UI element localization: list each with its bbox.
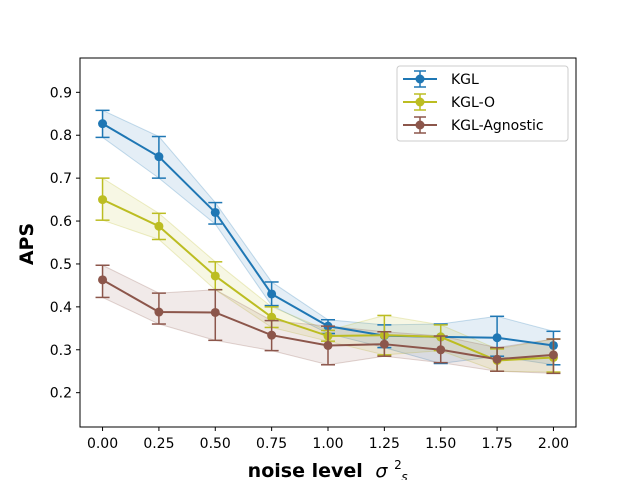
x-tick-label: 0.75 [256,436,287,452]
legend-marker [415,97,425,107]
y-tick-label: 0.4 [50,300,72,316]
x-tick-label: 2.00 [538,436,569,452]
legend: KGL KGL-O KGL-Agnostic [396,65,569,142]
series-kgl-agnostic [95,264,561,375]
point-kgl-o [267,312,277,322]
legend-item-kgl-agnostic: KGL-Agnostic [403,116,544,134]
legend-label: KGL-Agnostic [451,118,544,134]
point-kgl-o [210,271,220,281]
legend-label: KGL-O [451,95,495,111]
x-tick-label: 0.50 [200,436,231,452]
x-axis-label-superscript: 2 [394,458,402,472]
y-tick-label: 0.6 [50,214,72,230]
legend-marker [415,74,425,84]
point-kgl-o [98,195,108,205]
point-kgl-agnostic [548,350,558,360]
y-tick-label: 0.7 [50,171,72,187]
x-axis-label: noise level σ 2 s [248,452,409,480]
point-kgl-agnostic [210,307,220,317]
point-kgl-agnostic [267,330,277,340]
plot-frame [79,57,577,428]
legend-item-kgl: KGL [403,70,479,88]
x-tick-label: 1.50 [425,436,456,452]
point-kgl [154,152,164,162]
x-tick-label: 1.75 [482,436,513,452]
series-layer [95,109,561,375]
x-tick-label: 0.25 [143,436,174,452]
point-kgl-o [154,221,164,231]
legend-label: KGL [451,72,479,88]
y-tick-label: 0.5 [50,257,72,273]
point-kgl-agnostic [492,354,502,364]
x-tick-label: 1.00 [312,436,343,452]
x-axis-label-symbol: σ [375,460,388,480]
point-kgl-agnostic [379,339,389,349]
legend-box [396,65,569,142]
point-kgl-agnostic [154,307,164,317]
point-kgl-agnostic [323,340,333,350]
y-tick-label: 0.9 [50,85,72,101]
x-tick-label: 0.00 [87,436,118,452]
point-kgl [210,207,220,217]
point-kgl-agnostic [436,345,446,355]
y-axis-label: APS [16,223,38,265]
axis-ticks: 0.00 0.25 0.50 0.75 1.00 1.25 1.50 1.75 2.00 0.2 0… [50,85,569,452]
x-axis-label-text: noise level [248,460,363,480]
point-kgl [492,333,502,343]
y-tick-label: 0.2 [50,386,72,402]
legend-item-kgl-o: KGL-O [403,93,495,111]
point-kgl [267,289,277,299]
x-tick-label: 1.25 [369,436,400,452]
point-kgl-agnostic [98,275,108,285]
point-kgl [98,119,108,129]
y-tick-label: 0.3 [50,343,72,359]
legend-marker [415,120,425,130]
y-tick-label: 0.8 [50,128,72,144]
x-axis-label-subscript: s [401,470,407,480]
